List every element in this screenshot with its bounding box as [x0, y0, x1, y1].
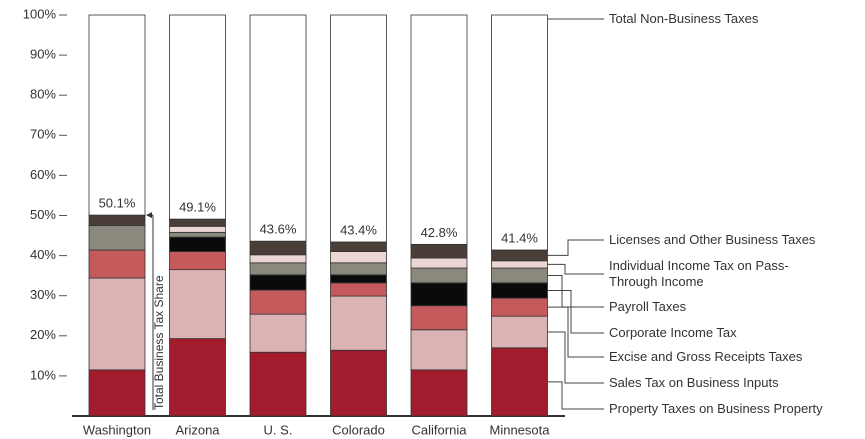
bar-segment	[169, 269, 226, 340]
x-tick-label: California	[412, 422, 468, 437]
x-tick-label: Washington	[83, 422, 151, 437]
bar-segment	[410, 369, 468, 417]
bar-segment	[88, 369, 146, 417]
y-tick-label: 30%	[30, 287, 56, 302]
bar-segment	[169, 218, 226, 227]
bar-segment	[491, 249, 548, 262]
bar-segment	[330, 282, 387, 297]
legend-label: Total Non-Business Taxes	[609, 11, 759, 26]
legend-connector	[547, 331, 604, 384]
bar-segment	[330, 14, 387, 243]
bar-segment	[491, 267, 548, 284]
y-tick-label: 60%	[30, 167, 56, 182]
bar-segment	[410, 257, 468, 269]
bar-segment	[249, 254, 307, 264]
total-label: 50.1%	[99, 196, 136, 211]
y-tick-label: 20%	[30, 327, 56, 342]
bar-segment	[491, 14, 548, 251]
y-tick-label: 10%	[30, 367, 56, 382]
bar-segment	[491, 260, 548, 269]
bar-segment	[330, 251, 387, 264]
bar-segment	[330, 274, 387, 284]
legend-connector	[547, 239, 604, 256]
bar-segment	[249, 262, 307, 276]
legend-connector	[547, 381, 604, 410]
bar-segment	[169, 251, 226, 271]
total-label-bg	[254, 222, 302, 239]
bar-segment	[410, 267, 468, 284]
x-tick-label: Colorado	[332, 422, 385, 437]
y-tick-label: 80%	[30, 87, 56, 102]
x-tick-label: Minnesota	[490, 422, 551, 437]
total-label: 43.4%	[340, 222, 377, 237]
y-tick-label: 100%	[23, 6, 57, 21]
bar-segment	[88, 225, 146, 251]
bar-segment	[88, 277, 146, 371]
y-tick-label: 50%	[30, 207, 56, 222]
legend-label: Individual Income Tax on Pass-Through In…	[609, 258, 789, 289]
bar-segment	[410, 243, 468, 259]
legend-connector	[547, 289, 604, 334]
bar-segment	[249, 240, 307, 256]
bar-segment	[491, 347, 548, 417]
legend-label: Licenses and Other Business Taxes	[609, 232, 816, 247]
bar-segment	[491, 297, 548, 317]
bar-segment	[249, 313, 307, 353]
legend-label: Excise and Gross Receipts Taxes	[609, 349, 803, 364]
bar-segment	[330, 262, 387, 276]
legend-label: Corporate Income Tax	[609, 325, 737, 340]
bar-segment	[330, 241, 387, 252]
x-tick-label: Arizona	[175, 422, 220, 437]
x-tick-label: U. S.	[264, 422, 293, 437]
bar-segment	[410, 329, 468, 371]
bar-segment	[410, 14, 468, 245]
annotation-arrow	[146, 212, 152, 219]
bar-segment	[249, 351, 307, 417]
bar-segment	[249, 289, 307, 315]
bar-segment	[88, 249, 146, 279]
total-label-bg	[93, 196, 141, 213]
total-label: 49.1%	[179, 200, 216, 215]
legend-label: Property Taxes on Business Property	[609, 401, 823, 416]
bar-segment	[169, 236, 226, 252]
annotation: Total Business Tax Share	[152, 275, 166, 410]
bar-segment	[169, 225, 226, 233]
y-tick-label: 90%	[30, 47, 56, 62]
y-tick-label: 40%	[30, 247, 56, 262]
total-label: 41.4%	[501, 230, 538, 245]
bar-segment	[249, 274, 307, 291]
legend-label: Sales Tax on Business Inputs	[609, 375, 779, 390]
bar-segment	[88, 14, 146, 216]
bar-segment	[410, 305, 468, 331]
legend-connector	[547, 274, 604, 308]
legend-label: Payroll Taxes	[609, 299, 687, 314]
bar-segment	[491, 282, 548, 299]
bar-segment	[410, 282, 468, 307]
total-label-bg	[173, 200, 222, 217]
legend-connector	[547, 263, 604, 275]
total-label: 43.6%	[260, 222, 297, 237]
bar-segment	[330, 295, 387, 351]
total-label-bg	[495, 230, 544, 247]
bar-segment	[169, 14, 226, 220]
total-label-bg	[415, 225, 463, 242]
bar-segment	[88, 214, 146, 226]
total-label-bg	[334, 222, 383, 239]
total-label: 42.8%	[421, 225, 458, 240]
bar-segment	[249, 14, 307, 242]
bar-segment	[169, 338, 226, 417]
bar-segment	[491, 315, 548, 349]
bar-segment	[330, 349, 387, 417]
legend-connector	[547, 306, 604, 358]
y-tick-label: 70%	[30, 127, 56, 142]
bar-segment	[169, 231, 226, 238]
